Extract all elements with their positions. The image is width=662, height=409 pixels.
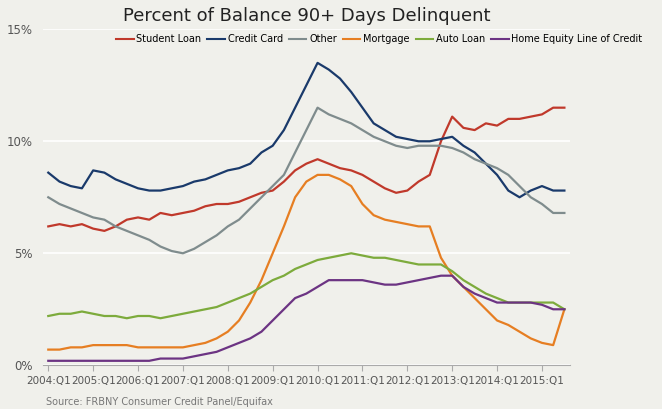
Text: Source: FRBNY Consumer Credit Panel/Equifax: Source: FRBNY Consumer Credit Panel/Equi… [46, 397, 273, 407]
Legend: Student Loan, Credit Card, Other, Mortgage, Auto Loan, Home Equity Line of Credi: Student Loan, Credit Card, Other, Mortga… [116, 34, 643, 44]
Title: Percent of Balance 90+ Days Delinquent: Percent of Balance 90+ Days Delinquent [122, 7, 490, 25]
